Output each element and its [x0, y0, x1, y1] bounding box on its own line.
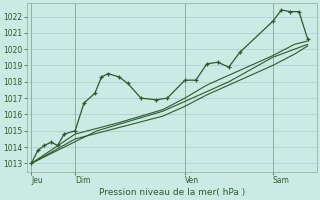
- X-axis label: Pression niveau de la mer( hPa ): Pression niveau de la mer( hPa ): [99, 188, 245, 197]
